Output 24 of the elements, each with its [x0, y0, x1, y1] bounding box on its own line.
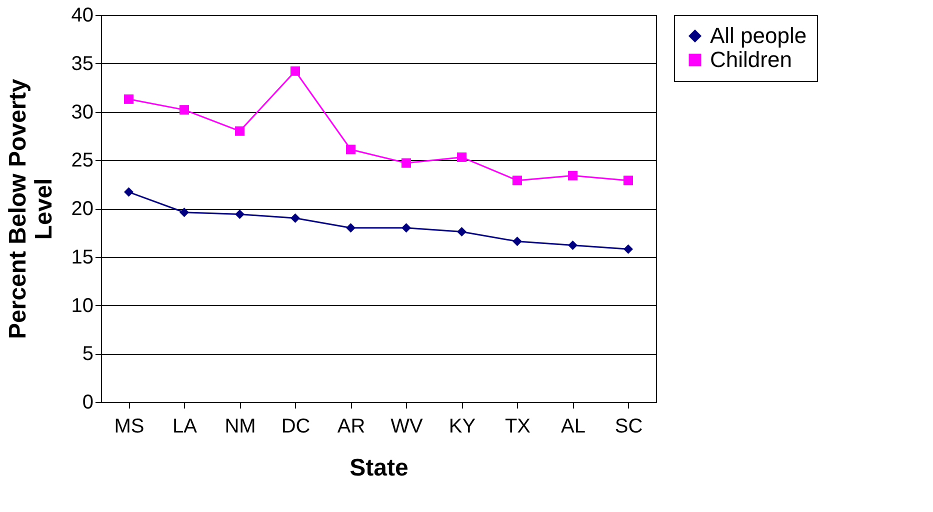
y-tick-label: 10 [71, 294, 94, 317]
legend-label: All people [710, 23, 807, 48]
y-tick-label: 35 [71, 52, 94, 75]
point [568, 240, 578, 250]
x-tick-label: MS [114, 416, 144, 438]
y-tick-label: 40 [71, 4, 94, 26]
y-tick-label: 25 [71, 150, 94, 172]
y-tick-label: 20 [71, 198, 94, 220]
x-tick-label: TX [504, 416, 531, 438]
y-tick-label: 0 [82, 392, 94, 414]
x-tick-label: AL [561, 416, 586, 438]
x-tick-label: LA [172, 416, 198, 438]
x-axis-title: State [350, 454, 408, 482]
y-axis-title: Percent Below Poverty Level [4, 78, 58, 340]
y-tick-label: 5 [82, 343, 94, 366]
y-tick-label: 15 [71, 246, 94, 268]
x-tick-label: KY [448, 416, 476, 438]
x-tick-label: DC [281, 416, 310, 438]
y-tick-label: 30 [71, 101, 94, 124]
x-tick-label: AR [337, 416, 366, 438]
x-tick-label: WV [390, 416, 424, 438]
x-tick-label: SC [614, 416, 643, 438]
x-tick-label: NM [224, 416, 256, 438]
legend-label: Children [710, 47, 792, 72]
